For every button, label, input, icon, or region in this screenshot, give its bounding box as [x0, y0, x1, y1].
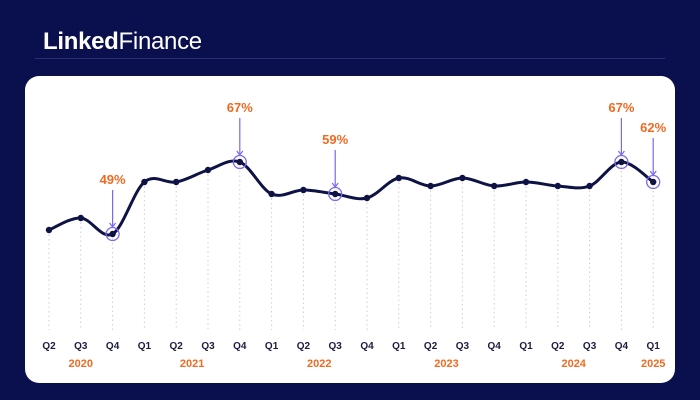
data-point — [491, 182, 498, 190]
x-tick-label: Q2 — [424, 341, 438, 352]
year-label: 2021 — [180, 358, 204, 370]
chart-card — [25, 76, 675, 383]
x-tick-label: Q3 — [201, 341, 215, 352]
data-point — [77, 214, 85, 222]
x-tick-label: Q2 — [170, 341, 184, 352]
x-tick-label: Q4 — [106, 341, 120, 352]
data-point — [268, 190, 275, 198]
callout-arrow — [649, 170, 657, 176]
data-point — [586, 182, 593, 190]
data-label: 62% — [640, 120, 666, 135]
x-tick-label: Q3 — [329, 341, 343, 352]
callout-arrow — [617, 150, 625, 156]
x-tick-label: Q3 — [583, 341, 597, 352]
header-divider — [35, 58, 665, 59]
data-point — [173, 178, 180, 186]
data-point — [459, 174, 466, 182]
x-tick-label: Q1 — [138, 341, 152, 352]
series-line — [47, 159, 655, 237]
x-tick-label: Q4 — [360, 341, 374, 352]
x-tick-label: Q2 — [42, 341, 56, 352]
data-point — [204, 166, 212, 174]
data-label: 49% — [100, 172, 126, 187]
x-tick-label: Q1 — [392, 341, 406, 352]
x-tick-label: Q3 — [456, 341, 470, 352]
data-point — [332, 190, 339, 198]
callout-arrow — [109, 222, 117, 228]
x-tick-label: Q3 — [74, 341, 88, 352]
x-tick-label: Q4 — [488, 341, 502, 352]
x-tick-label: Q1 — [647, 341, 661, 352]
x-tick-label: Q4 — [233, 341, 247, 352]
data-label: 67% — [608, 100, 634, 115]
x-tick-label: Q1 — [519, 341, 533, 352]
year-label: 2020 — [69, 358, 93, 370]
year-label: 2023 — [434, 358, 458, 370]
data-point — [522, 178, 530, 186]
data-point — [109, 230, 116, 238]
data-label: 67% — [227, 100, 253, 115]
data-point — [427, 182, 434, 190]
data-point — [300, 186, 307, 194]
x-tick-label: Q1 — [265, 341, 279, 352]
x-tick-label: Q4 — [615, 341, 629, 352]
data-point — [395, 174, 402, 182]
data-point — [236, 158, 243, 166]
callout-arrow — [331, 182, 339, 188]
x-tick-label: Q2 — [297, 341, 311, 352]
brand-regular: Finance — [118, 28, 203, 55]
year-label: 2022 — [307, 358, 331, 370]
brand-bold: Linked — [43, 28, 119, 55]
x-tick-label: Q2 — [551, 341, 565, 352]
data-point — [554, 182, 561, 190]
year-label: 2024 — [561, 358, 586, 370]
callout-arrow — [236, 150, 244, 156]
data-point — [363, 194, 371, 202]
year-label: 2025 — [641, 358, 665, 370]
brand-logo: LinkedFinance — [43, 28, 202, 56]
data-label: 59% — [322, 132, 348, 147]
data-point — [618, 158, 625, 166]
data-point — [45, 226, 53, 234]
data-point — [650, 178, 657, 186]
data-point — [141, 178, 148, 186]
